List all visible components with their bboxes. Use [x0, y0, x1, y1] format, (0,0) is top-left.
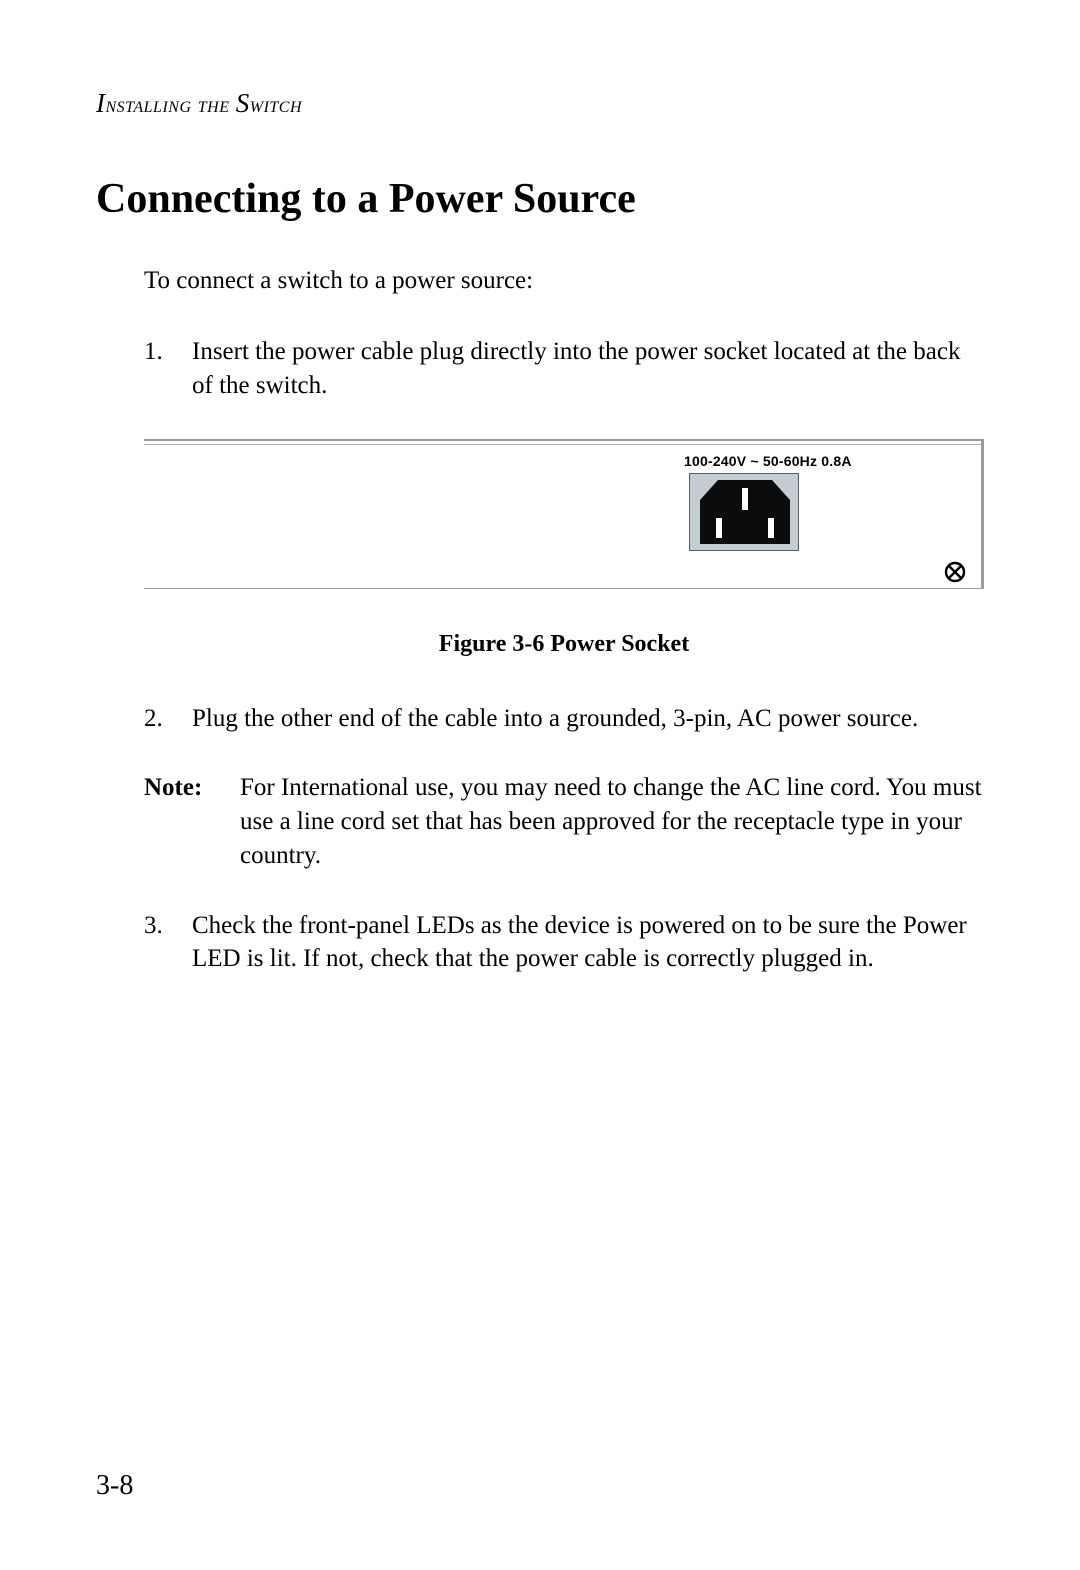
step-text: Insert the power cable plug directly int…: [192, 335, 984, 403]
figure-caption: Figure 3-6 Power Socket: [144, 631, 984, 658]
page-number: 3-8: [96, 1470, 133, 1502]
running-header-cap2: S: [236, 88, 250, 118]
socket-ground-pin: [742, 488, 748, 510]
step-1: 1. Insert the power cable plug directly …: [144, 335, 984, 403]
running-header-part2: nstalling the: [106, 92, 236, 117]
power-rating-label: 100-240V ~ 50-60Hz 0.8A: [684, 453, 852, 469]
running-header-cap1: I: [96, 88, 106, 118]
step-number: 3.: [144, 909, 192, 977]
step-number: 2.: [144, 702, 192, 736]
power-socket-frame: [689, 473, 799, 551]
steps-list: 1. Insert the power cable plug directly …: [144, 335, 984, 403]
figure: 100-240V ~ 50-60Hz 0.8A: [144, 439, 984, 658]
intro-text: To connect a switch to a power source:: [144, 267, 984, 295]
panel-border-right: [981, 439, 984, 589]
running-header: Installing the Switch: [96, 88, 984, 119]
step-text: Plug the other end of the cable into a g…: [192, 702, 984, 736]
socket-right-pin: [768, 518, 774, 538]
note-label: Note:: [144, 771, 240, 872]
steps-list-cont2: 3. Check the front-panel LEDs as the dev…: [144, 909, 984, 977]
power-socket-icon: [690, 474, 800, 552]
screw-icon: [944, 561, 966, 583]
step-3: 3. Check the front-panel LEDs as the dev…: [144, 909, 984, 977]
back-panel-illustration: 100-240V ~ 50-60Hz 0.8A: [144, 439, 984, 589]
step-2: 2. Plug the other end of the cable into …: [144, 702, 984, 736]
body: To connect a switch to a power source: 1…: [144, 267, 984, 976]
panel-border-top-inner: [144, 444, 984, 445]
socket-left-pin: [716, 518, 722, 538]
step-number: 1.: [144, 335, 192, 403]
panel-border-bottom: [144, 588, 984, 589]
note: Note: For International use, you may nee…: [144, 771, 984, 872]
step-text: Check the front-panel LEDs as the device…: [192, 909, 984, 977]
note-text: For International use, you may need to c…: [240, 771, 984, 872]
running-header-part4: witch: [250, 92, 302, 117]
section-title: Connecting to a Power Source: [96, 175, 984, 223]
panel-border-top: [144, 439, 984, 441]
steps-list-cont: 2. Plug the other end of the cable into …: [144, 702, 984, 736]
page: Installing the Switch Connecting to a Po…: [0, 0, 1080, 1570]
